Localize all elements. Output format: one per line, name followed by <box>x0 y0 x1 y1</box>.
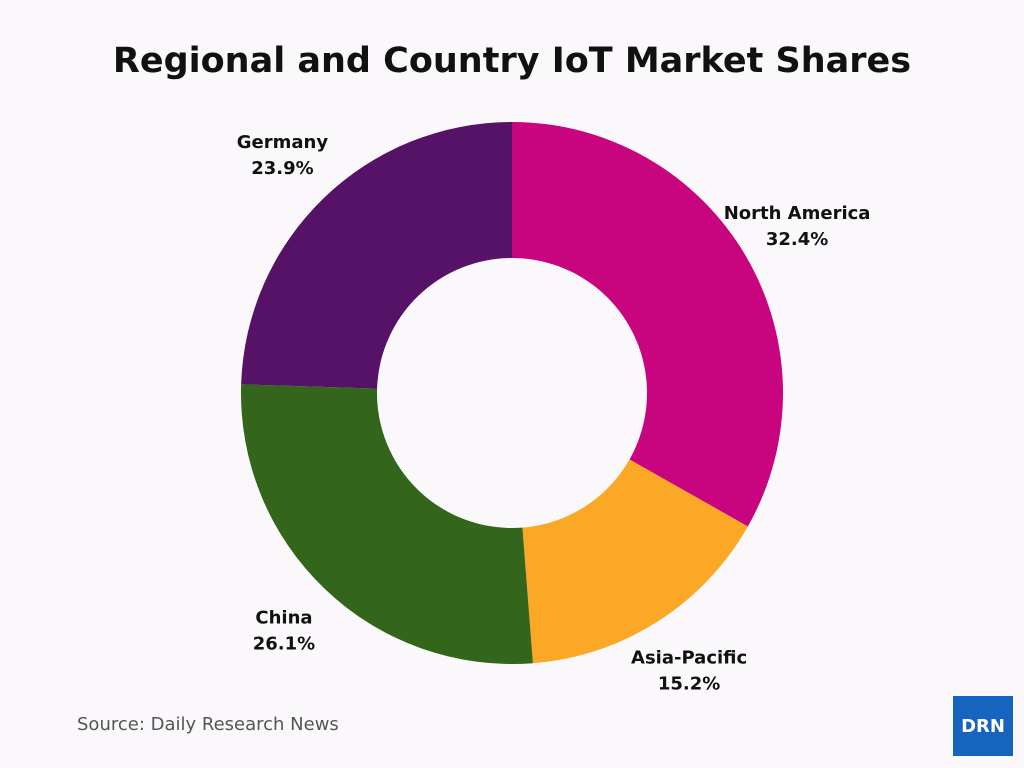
slice-label: Asia-Pacific <box>631 647 747 668</box>
donut-slice <box>241 122 512 389</box>
slice-label: China <box>255 608 312 629</box>
slice-label: North America <box>724 203 871 224</box>
donut <box>241 122 784 664</box>
donut-slice <box>512 122 784 527</box>
source: Source: Daily Research News <box>77 714 339 735</box>
donut-slice <box>522 459 748 664</box>
logo-box <box>953 696 1013 756</box>
slice-label: Germany <box>237 132 329 153</box>
chart-title: Regional and Country IoT Market Shares <box>113 41 911 81</box>
value-label: 26.1% <box>253 634 315 655</box>
value-label: 15.2% <box>658 673 720 694</box>
value-label: 23.9% <box>251 158 313 179</box>
value-label: 32.4% <box>766 229 828 250</box>
donut-slice <box>241 384 533 664</box>
logo: DRN <box>961 716 1005 737</box>
